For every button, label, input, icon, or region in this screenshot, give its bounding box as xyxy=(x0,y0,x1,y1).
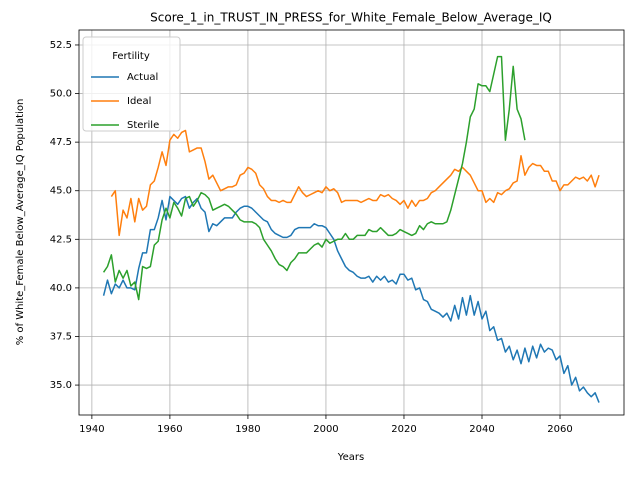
legend: Fertility Actual Ideal Sterile xyxy=(82,36,181,132)
x-tick-label: 2000 xyxy=(313,424,338,435)
y-tick-label: 47.5 xyxy=(50,137,72,148)
y-tick-label: 45.0 xyxy=(50,186,72,197)
y-tick-label: 35.0 xyxy=(50,380,72,391)
x-axis-label: Years xyxy=(337,452,364,463)
y-tick-label: 37.5 xyxy=(50,331,72,342)
series-line xyxy=(110,129,600,237)
legend-label: Sterile xyxy=(127,120,159,131)
series-line xyxy=(102,195,600,403)
x-tick-label: 1960 xyxy=(157,424,182,435)
y-axis-label: % of White_Female Below_Average_IQ Popul… xyxy=(15,99,26,346)
x-tick-label: 1940 xyxy=(79,424,104,435)
y-tick-label: 52.5 xyxy=(50,40,72,51)
y-tick-label: 50.0 xyxy=(50,89,72,100)
plot-frame xyxy=(78,29,625,416)
y-tick-label: 40.0 xyxy=(50,283,72,294)
chart-title: Score_1_in_TRUST_IN_PRESS_for_White_Fema… xyxy=(150,11,552,25)
x-tick-label: 2060 xyxy=(547,424,572,435)
series-line xyxy=(102,55,526,301)
x-tick-label: 2040 xyxy=(469,424,494,435)
x-tick-label: 2020 xyxy=(391,424,416,435)
y-tick-label: 42.5 xyxy=(50,234,72,245)
x-tick-label: 1980 xyxy=(235,424,260,435)
legend-label: Actual xyxy=(127,72,158,83)
legend-box xyxy=(82,36,181,132)
legend-title: Fertility xyxy=(112,51,150,62)
legend-label: Ideal xyxy=(127,96,151,107)
